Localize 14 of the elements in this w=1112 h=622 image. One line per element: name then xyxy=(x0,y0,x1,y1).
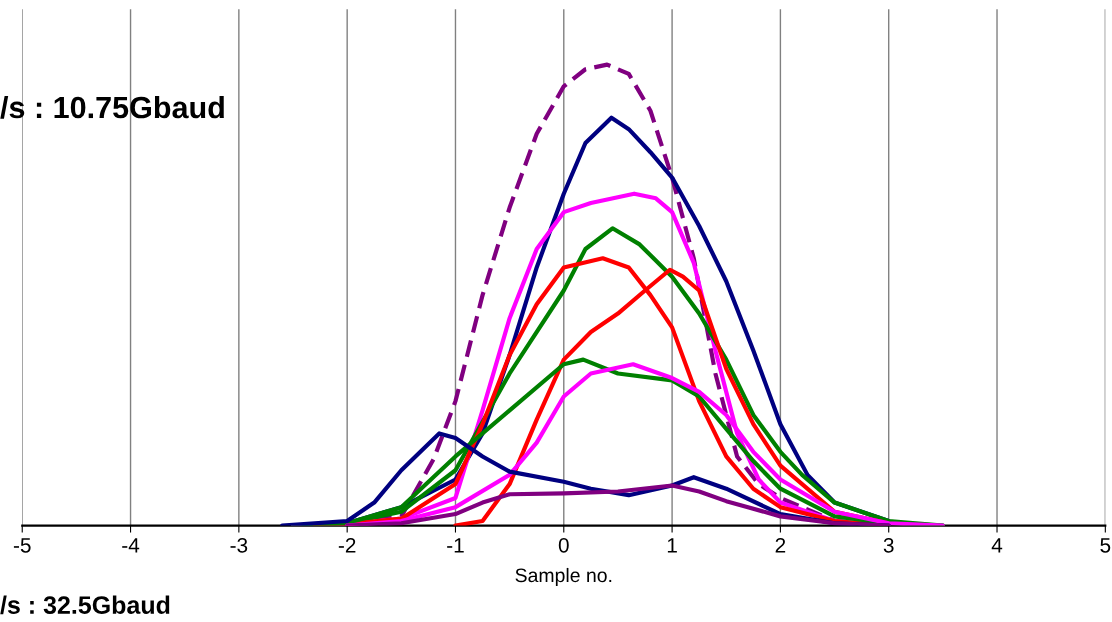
x-tick-label: -4 xyxy=(122,538,140,553)
x-tick-label: -3 xyxy=(230,537,248,553)
annotation: /s : 10.75Gbaud xyxy=(0,95,224,119)
x-tick-label: -1 xyxy=(447,538,464,553)
x-tick-label: -5 xyxy=(13,538,31,553)
text: /s : 32.5Gbaud xyxy=(0,595,170,615)
x-tick-label: 3 xyxy=(883,537,894,553)
x-tick-label: 2 xyxy=(775,537,786,553)
x-tick-label: 0 xyxy=(558,537,569,553)
x-tick-label: -2 xyxy=(338,537,356,553)
x-tick-label: 4 xyxy=(991,538,1003,553)
x-tick-label: 1 xyxy=(667,538,677,553)
x-tick-label: 5 xyxy=(1100,538,1111,553)
x-axis-title: Sample no. xyxy=(515,567,612,587)
